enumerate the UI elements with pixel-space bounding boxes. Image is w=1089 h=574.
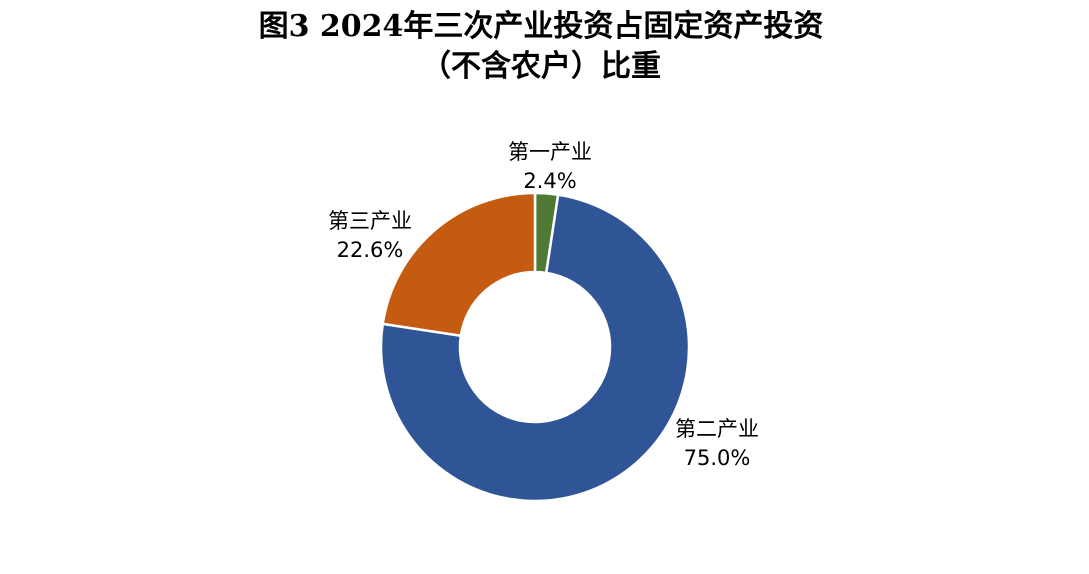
donut-slice <box>379 193 691 503</box>
chart-title: 图3 2024年三次产业投资占固定资产投资 <box>259 9 824 44</box>
data-label: 2.4% <box>523 169 576 193</box>
donut-slice <box>381 191 537 338</box>
data-label: 22.6% <box>337 238 404 262</box>
category-label: 第一产业 <box>508 140 592 164</box>
chart-title: （不含农户）比重 <box>421 49 661 84</box>
data-label: 75.0% <box>684 446 751 470</box>
category-label: 第二产业 <box>675 417 759 441</box>
category-label: 第三产业 <box>328 209 412 233</box>
